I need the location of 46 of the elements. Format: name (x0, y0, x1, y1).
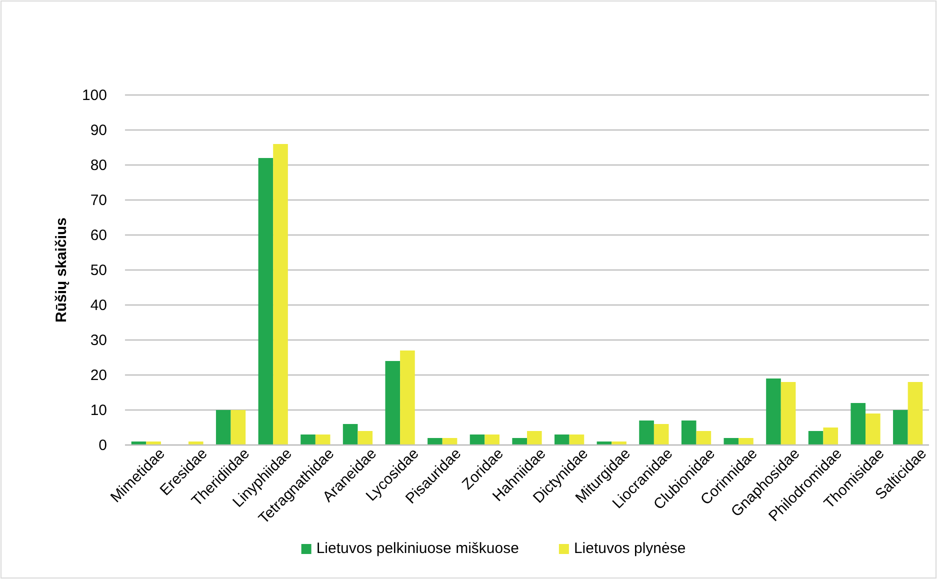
bar (893, 410, 908, 445)
bar (216, 410, 231, 445)
y-tick-label: 20 (90, 366, 107, 384)
y-tick-label: 80 (90, 156, 107, 174)
y-tick-label: 50 (90, 262, 107, 279)
bar (258, 158, 274, 445)
bar (512, 438, 527, 445)
bar (823, 428, 838, 445)
bar (866, 414, 880, 445)
bar (724, 438, 739, 445)
y-tick-label: 100 (82, 86, 107, 104)
bar (342, 424, 358, 445)
bar (696, 431, 712, 445)
y-tick-label: 60 (90, 226, 107, 244)
y-tick-label: 30 (90, 332, 107, 349)
bar (554, 434, 570, 445)
bar (400, 350, 415, 445)
bar (442, 438, 458, 445)
y-axis-title: Rūšių skaičius (53, 217, 70, 323)
bar (850, 403, 866, 445)
bar (908, 382, 923, 445)
y-tick-label: 40 (90, 296, 107, 314)
bar (385, 361, 400, 445)
bar (654, 424, 669, 445)
legend-label: Lietuvos plynėse (574, 540, 686, 557)
bar (273, 144, 288, 445)
bar (300, 434, 316, 445)
bar (639, 420, 654, 445)
y-tick-label: 10 (90, 402, 107, 419)
bar (428, 438, 442, 445)
bar (766, 378, 781, 445)
bar (484, 434, 500, 445)
bar (780, 382, 796, 445)
bar (470, 434, 485, 445)
bar (527, 431, 542, 445)
legend-label: Lietuvos pelkiniuose miškuose (316, 540, 519, 557)
y-tick-label: 0 (98, 436, 107, 454)
y-tick-label: 90 (90, 122, 107, 139)
bar (358, 431, 373, 445)
bar (230, 410, 246, 445)
bar (569, 434, 584, 445)
bar (681, 420, 696, 445)
bar (315, 434, 330, 445)
bar (738, 438, 754, 445)
bar (808, 431, 824, 445)
y-tick-label: 70 (90, 192, 107, 209)
